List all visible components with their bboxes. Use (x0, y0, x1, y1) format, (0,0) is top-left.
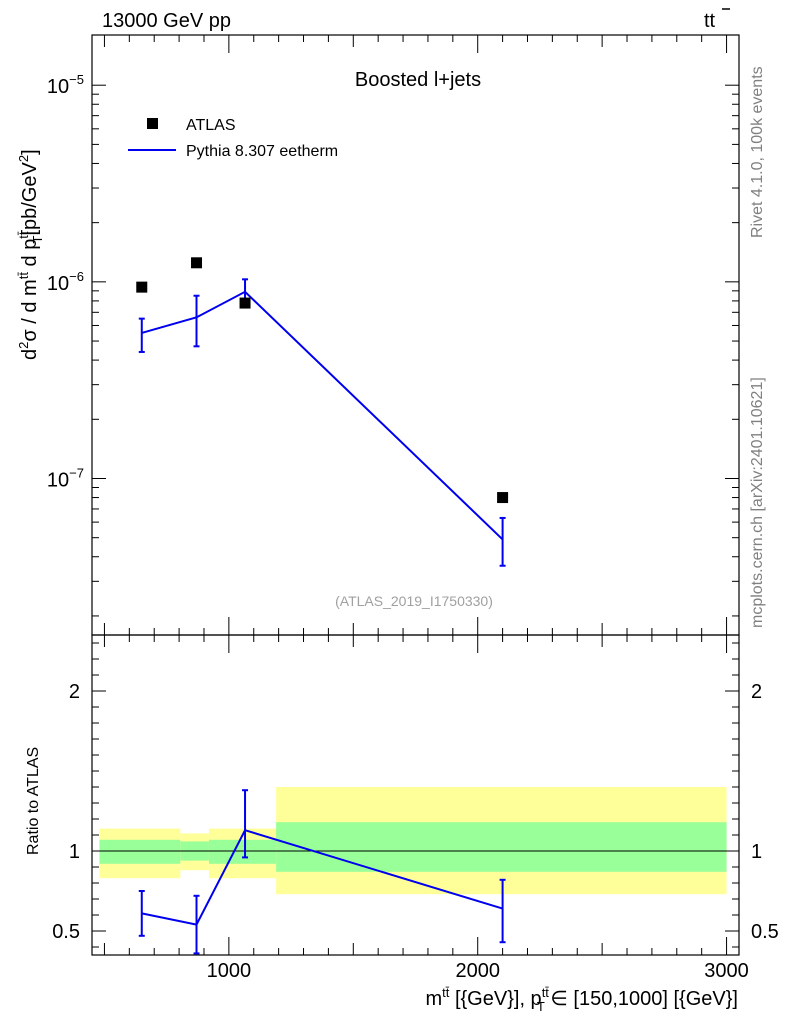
atlas-data-point (497, 492, 509, 504)
ratio-data (138, 789, 506, 955)
atlas-data-point (136, 281, 148, 293)
main-ticks: 10−7 10−6 10−5 (47, 35, 739, 635)
main-y-tick-label: 10−6 (47, 269, 84, 295)
header-title-right-text: tt (704, 10, 716, 32)
rivet-version-label: Rivet 4.1.0, 100k events (749, 66, 766, 238)
analysis-tag: (ATLAS_2019_I1750330) (335, 593, 493, 609)
x-tick-label: 2000 (455, 960, 500, 982)
main-chart-title: Boosted l+jets (355, 69, 481, 91)
legend-atlas-marker (147, 118, 158, 129)
ratio-y-tick-label: 0.5 (751, 921, 779, 943)
header-title-left: 13000 GeV pp (102, 10, 231, 32)
legend-atlas-label: ATLAS (186, 117, 236, 134)
ratio-band-inner (99, 839, 181, 864)
main-y-tick-label: 10−5 (47, 72, 84, 98)
ratio-y-tick-label: 1 (69, 841, 80, 863)
legend: ATLAS Pythia 8.307 eetherm (128, 117, 338, 160)
header-title-right: tt (704, 8, 730, 32)
ratio-band-inner (208, 839, 277, 864)
atlas-data-point (239, 297, 251, 309)
ratio-band-inner (276, 822, 727, 872)
mc-line (141, 290, 504, 541)
main-y-tick-label: 10−7 (47, 465, 84, 491)
ratio-ticks: 0.5 0.5 1 1 2 2 1000 2000 3000 (52, 635, 779, 982)
ratio-y-tick-label: 0.5 (52, 921, 80, 943)
ratio-line (141, 829, 503, 926)
atlas-data-point (191, 257, 203, 269)
legend-pythia-label: Pythia 8.307 eetherm (186, 143, 338, 160)
ratio-y-tick-label: 2 (69, 681, 80, 703)
x-tick-label: 1000 (207, 960, 252, 982)
ratio-y-tick-label: 2 (751, 681, 762, 703)
ratio-y-axis-label: Ratio to ATLAS (25, 747, 42, 855)
x-tick-label: 3000 (704, 960, 749, 982)
ratio-panel-frame (91, 634, 740, 956)
ratio-bands (99, 787, 727, 895)
ratio-y-tick-label: 1 (751, 841, 762, 863)
main-y-axis-label: d2σ / d mtt̄ d ptt̄T[pb/GeV2] (16, 149, 45, 360)
main-data (136, 257, 509, 567)
ratio-panel: 0.5 0.5 1 1 2 2 1000 2000 3000 Ratio to ATLAS mt… (25, 634, 779, 1014)
main-panel: 10−7 10−6 10−5 Boosted l+jets ATLAS Pythia… (16, 34, 740, 636)
source-label: mcplots.cern.ch [arXiv:2401.10621] (749, 377, 766, 628)
x-axis-label: mtt̄ [{GeV}], ptt̄ T ∈ [150,1000] [{GeV}] (425, 985, 738, 1014)
